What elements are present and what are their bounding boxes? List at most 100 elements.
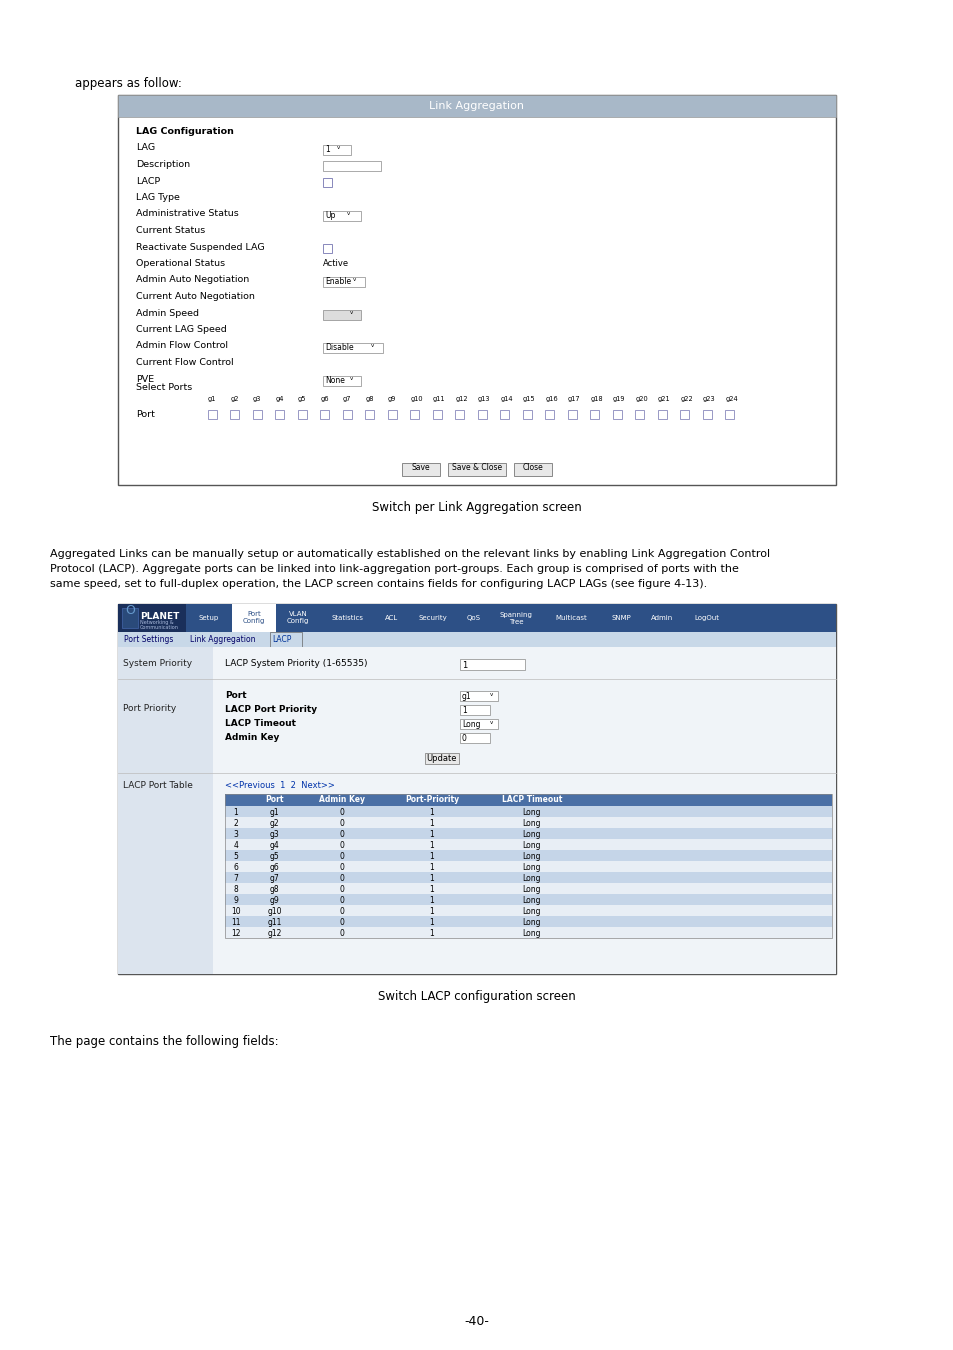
Bar [545,410,554,418]
Text: 0: 0 [339,830,344,838]
Text: g7: g7 [343,396,351,402]
Text: Link Aggregation: Link Aggregation [190,634,255,644]
Bar [455,410,464,418]
Text: ACL: ACL [385,616,398,621]
Bar [118,603,186,632]
Bar [613,410,621,418]
Bar [208,410,216,418]
Text: -40-: -40- [464,1315,489,1328]
Bar [275,410,284,418]
Text: LACP Port Priority: LACP Port Priority [225,705,316,714]
Text: 0: 0 [339,929,344,938]
Bar [365,410,375,418]
Text: 1: 1 [233,809,238,817]
Text: LACP Timeout: LACP Timeout [225,720,295,728]
Text: 1: 1 [429,852,434,861]
Text: Port Priority: Port Priority [123,703,176,713]
Text: g12: g12 [267,929,281,938]
Text: Long: Long [522,918,540,927]
Bar [433,410,441,418]
Bar [270,632,302,647]
Bar [118,647,213,973]
Bar [122,608,138,628]
Text: Save & Close: Save & Close [452,463,501,472]
Text: v: v [371,343,374,348]
Bar [225,872,831,883]
Text: Long: Long [522,809,540,817]
Text: Current LAG Speed: Current LAG Speed [136,325,227,333]
Bar [225,794,831,806]
Text: LACP System Priority (1-65535): LACP System Priority (1-65535) [225,659,367,668]
Text: 0: 0 [339,918,344,927]
Bar [323,177,332,186]
Text: g5: g5 [270,852,279,861]
Text: 1: 1 [429,873,434,883]
Text: Long: Long [522,830,540,838]
Text: 1: 1 [429,918,434,927]
Text: 1: 1 [429,886,434,894]
Text: 4: 4 [233,841,238,850]
Text: 11: 11 [231,918,240,927]
Text: Port: Port [247,612,260,617]
Text: 2: 2 [233,819,238,828]
Text: 1: 1 [461,660,467,670]
Text: v: v [353,277,355,282]
Text: Long: Long [522,852,540,861]
Text: g13: g13 [477,396,490,402]
Text: g20: g20 [635,396,648,402]
Text: Disable: Disable [325,343,354,352]
Text: Enable: Enable [325,277,351,286]
Text: Long: Long [522,896,540,905]
Text: 1: 1 [429,819,434,828]
Text: g1: g1 [208,396,216,402]
Text: System Priority: System Priority [123,659,192,668]
Text: 1: 1 [429,863,434,872]
Text: v: v [350,310,353,315]
Text: Description: Description [136,161,190,169]
Text: v: v [336,144,340,150]
Text: Admin Key: Admin Key [318,795,365,805]
Text: Link Aggregation: Link Aggregation [429,101,524,111]
Text: Close: Close [522,463,543,472]
Text: Update: Update [426,755,456,763]
Text: g1: g1 [270,809,279,817]
Text: same speed, set to full-duplex operation, the LACP screen contains fields for co: same speed, set to full-duplex operation… [50,579,706,589]
Bar [297,410,307,418]
Text: QoS: QoS [467,616,480,621]
Text: g23: g23 [702,396,715,402]
Text: v: v [347,211,350,216]
Text: Admin Speed: Admin Speed [136,309,199,317]
Text: g1: g1 [461,693,471,701]
Text: Admin Auto Negotiation: Admin Auto Negotiation [136,275,249,285]
Bar [225,817,831,828]
Text: g9: g9 [388,396,395,402]
Text: g9: g9 [270,896,279,905]
Text: g3: g3 [270,830,279,838]
Text: 0: 0 [339,863,344,872]
Text: g17: g17 [567,396,580,402]
Text: g2: g2 [270,819,279,828]
Text: Tree: Tree [508,618,522,625]
Text: 1: 1 [429,809,434,817]
Text: O: O [125,605,134,617]
Text: LogOut: LogOut [694,616,719,621]
Text: VLAN: VLAN [289,612,307,617]
Text: Config: Config [287,618,309,625]
Text: Protocol (LACP). Aggregate ports can be linked into link-aggregation port-groups: Protocol (LACP). Aggregate ports can be … [50,564,739,574]
Bar [225,904,831,917]
Bar [459,705,490,716]
Text: g21: g21 [658,396,670,402]
Text: Long: Long [522,929,540,938]
Text: 1: 1 [325,144,330,154]
Bar [253,410,262,418]
Bar [388,410,396,418]
Text: Long: Long [461,720,480,729]
Text: LACP: LACP [272,634,291,644]
Text: 9: 9 [233,896,238,905]
Bar [323,243,332,252]
Text: Active: Active [323,259,349,269]
Text: Current Auto Negotiation: Current Auto Negotiation [136,292,254,301]
Text: g5: g5 [297,396,306,402]
Text: 0: 0 [339,907,344,917]
Bar [500,410,509,418]
